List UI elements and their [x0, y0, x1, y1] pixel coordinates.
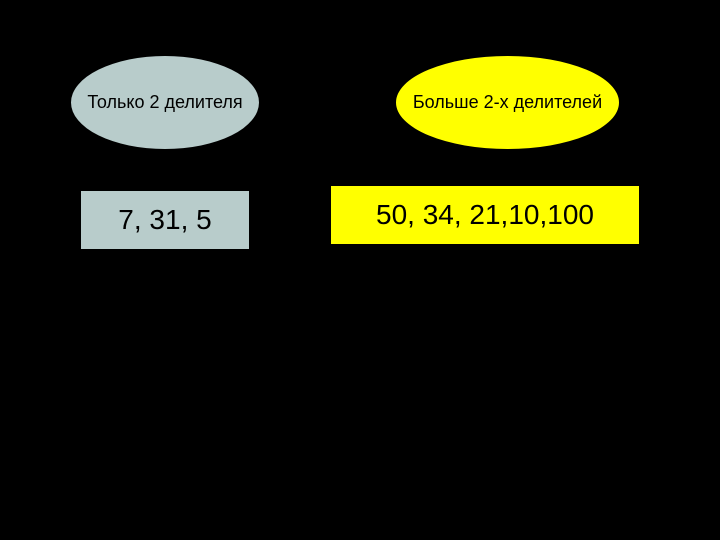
ellipse-two-divisors: Только 2 делителя: [70, 55, 260, 150]
rect-more-divisors: 50, 34, 21,10,100: [330, 185, 640, 245]
rect-more-divisors-value: 50, 34, 21,10,100: [376, 199, 594, 231]
ellipse-two-divisors-label: Только 2 делителя: [87, 91, 242, 114]
rect-two-divisors-value: 7, 31, 5: [118, 204, 211, 236]
rect-two-divisors: 7, 31, 5: [80, 190, 250, 250]
ellipse-more-divisors-label: Больше 2-х делителей: [413, 91, 602, 114]
ellipse-more-divisors: Больше 2-х делителей: [395, 55, 620, 150]
